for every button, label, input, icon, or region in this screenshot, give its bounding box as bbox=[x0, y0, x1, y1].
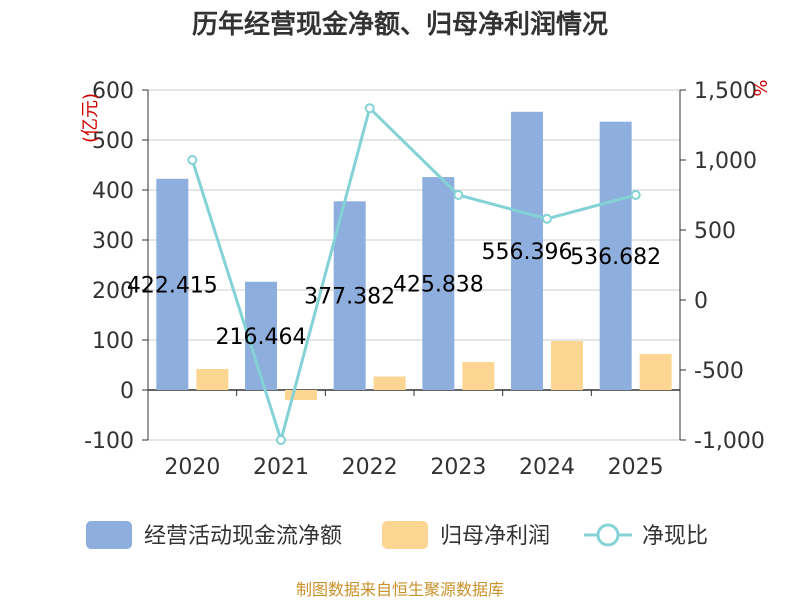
left-tick-label: 100 bbox=[92, 329, 134, 354]
bar-profit bbox=[462, 362, 495, 390]
bar-profit bbox=[373, 376, 406, 390]
left-tick-label: 200 bbox=[92, 279, 134, 304]
line-series bbox=[187, 103, 641, 446]
bar-profit bbox=[551, 341, 583, 390]
bar-cashflow bbox=[422, 177, 455, 390]
bar-profit bbox=[639, 354, 672, 390]
bar-cashflow bbox=[156, 178, 189, 390]
data-label-cashflow: 425.838 bbox=[393, 273, 484, 298]
legend-item-cashflow[interactable]: 经营活动现金流净额 bbox=[86, 521, 342, 549]
chart-title: 历年经营现金净额、归母净利润情况 bbox=[192, 9, 608, 40]
legend-swatch-cashflow bbox=[86, 521, 132, 549]
data-label-cashflow: 556.396 bbox=[482, 240, 573, 265]
legend-marker-ratio bbox=[596, 523, 620, 547]
right-axis-unit: % bbox=[749, 79, 770, 96]
right-tick-label: -500 bbox=[694, 359, 744, 384]
left-tick-label: 500 bbox=[92, 129, 134, 154]
left-tick-label: -100 bbox=[84, 429, 134, 454]
right-tick-label: 0 bbox=[694, 289, 708, 314]
bars bbox=[156, 111, 672, 400]
right-tick-label: -1,000 bbox=[694, 429, 765, 454]
point-ratio bbox=[542, 213, 552, 224]
legend-swatch-profit bbox=[382, 521, 428, 549]
data-label-cashflow: 216.464 bbox=[216, 325, 307, 350]
right-tick-label: 1,000 bbox=[694, 149, 757, 174]
legend-label-cashflow: 经营活动现金流净额 bbox=[144, 524, 342, 549]
left-tick-label: 400 bbox=[92, 179, 134, 204]
category-label: 2021 bbox=[253, 455, 309, 480]
point-ratio bbox=[187, 155, 198, 165]
bar-profit bbox=[196, 369, 229, 390]
bar-cashflow bbox=[599, 121, 632, 390]
point-ratio bbox=[453, 190, 464, 200]
category-label: 2025 bbox=[608, 455, 664, 480]
right-tick-label: 1,500 bbox=[694, 79, 757, 104]
legend-item-profit[interactable]: 归母净利润 bbox=[382, 521, 550, 549]
left-tick-label: 300 bbox=[92, 229, 134, 254]
line-ratio bbox=[190, 105, 637, 446]
legend: 经营活动现金流净额 归母净利润 净现比 bbox=[86, 521, 708, 549]
bar-cashflow bbox=[333, 201, 366, 390]
bar-profit bbox=[285, 390, 317, 400]
data-label-cashflow: 377.382 bbox=[304, 285, 395, 310]
category-label: 2023 bbox=[430, 455, 486, 480]
data-label-cashflow: 422.415 bbox=[127, 273, 218, 298]
point-ratio bbox=[364, 103, 375, 114]
bar-cashflow bbox=[511, 111, 543, 390]
category-label: 2022 bbox=[342, 455, 398, 480]
category-label: 2024 bbox=[519, 455, 575, 480]
left-tick-label: 600 bbox=[92, 79, 134, 104]
legend-label-profit: 归母净利润 bbox=[440, 524, 550, 549]
left-tick-label: 0 bbox=[120, 379, 134, 404]
data-label-cashflow: 536.682 bbox=[570, 245, 661, 270]
axes: -100 0 100 200 300 400 500 600 -1,000 -500 0 500 1,0… bbox=[84, 79, 765, 480]
legend-item-ratio[interactable]: 净现比 bbox=[584, 523, 708, 549]
point-ratio bbox=[630, 190, 641, 200]
left-axis-unit: (亿元) bbox=[80, 93, 101, 143]
legend-label-ratio: 净现比 bbox=[642, 524, 708, 549]
source-footer: 制图数据来自恒生聚源数据库 bbox=[296, 580, 504, 599]
point-ratio bbox=[276, 435, 286, 445]
right-tick-label: 500 bbox=[694, 219, 736, 244]
category-label: 2020 bbox=[164, 455, 220, 480]
